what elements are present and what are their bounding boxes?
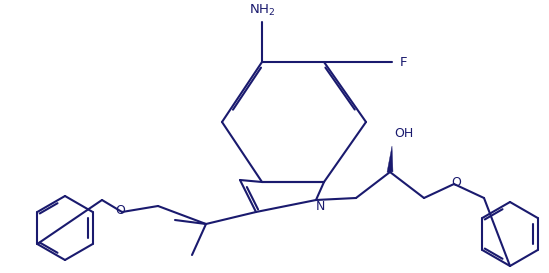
Text: O: O xyxy=(115,203,125,216)
Text: N: N xyxy=(315,200,324,212)
Text: O: O xyxy=(451,176,461,188)
Text: NH$_2$: NH$_2$ xyxy=(249,3,275,18)
Text: OH: OH xyxy=(394,127,413,140)
Text: F: F xyxy=(400,55,407,69)
Polygon shape xyxy=(387,146,393,172)
